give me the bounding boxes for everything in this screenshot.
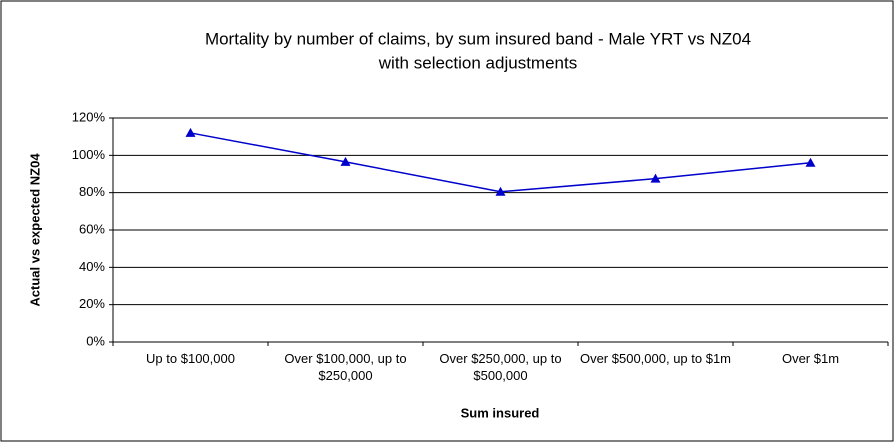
chart-subtitle: with selection adjustments <box>378 53 577 72</box>
y-tick-label: 20% <box>79 296 105 311</box>
x-tick-label-box: Over $250,000, up to $500,000 <box>439 351 562 383</box>
x-axis-title: Sum insured <box>461 405 540 420</box>
marker <box>340 156 351 166</box>
marker <box>805 157 816 167</box>
x-tick-label-box: Over $500,000, up to $1m <box>579 351 732 366</box>
chart-title: Mortality by number of claims, by sum in… <box>205 29 751 48</box>
x-tick-label-box: Up to $100,000 <box>146 351 235 366</box>
marker <box>650 173 661 183</box>
x-tick-label-box: Over $1m <box>781 351 840 366</box>
x-tick-label: Over $500,000, up to $1m <box>579 351 732 366</box>
y-axis-title: Actual vs expected NZ04 <box>27 153 42 307</box>
x-tick-label: Up to $100,000 <box>146 351 235 366</box>
x-tick-label: Over $1m <box>781 351 840 366</box>
x-tick-label: Over $100,000, up to $250,000 <box>284 351 407 383</box>
y-tick-label: 40% <box>79 259 105 274</box>
y-tick-label: 0% <box>86 333 105 348</box>
y-tick-label: 120% <box>72 109 106 124</box>
x-tick-label-box: Over $100,000, up to $250,000 <box>284 351 407 383</box>
y-tick-label: 80% <box>79 184 105 199</box>
marker <box>185 127 196 137</box>
x-tick-label: Over $250,000, up to $500,000 <box>439 351 562 383</box>
y-tick-label: 100% <box>72 147 106 162</box>
marker <box>495 186 506 196</box>
y-tick-label: 60% <box>79 221 105 236</box>
